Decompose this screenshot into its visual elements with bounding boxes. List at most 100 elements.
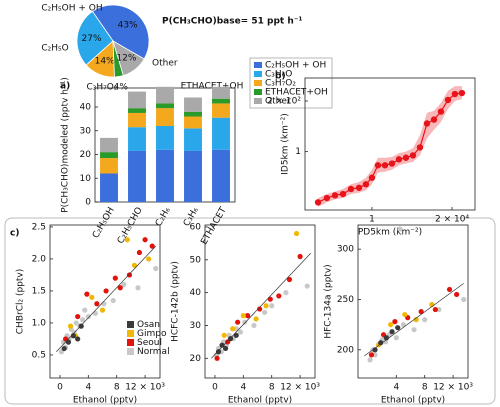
x-axis-label: PD5km (km⁻²)	[358, 228, 422, 238]
scatter-point	[235, 319, 241, 325]
plot-frame	[204, 224, 316, 379]
scatter-point	[242, 319, 248, 325]
scatter-point	[454, 291, 460, 298]
bar-segment	[184, 128, 202, 151]
slice-label: 14%	[95, 56, 115, 66]
x-tick-label: 4	[240, 383, 246, 393]
y-tick-label: 1.0	[32, 318, 47, 328]
x-tick-label: ETHACET	[199, 205, 229, 246]
plot-frame	[357, 224, 469, 379]
scatter-point	[80, 317, 86, 323]
legend-swatch	[127, 330, 134, 337]
bar-segment	[100, 158, 118, 174]
legend-swatch	[127, 339, 134, 346]
legend-swatch	[254, 80, 262, 86]
uncertainty-band	[318, 86, 462, 207]
plot-frame	[49, 224, 161, 379]
scatter-point	[269, 303, 275, 309]
bar-segment	[156, 126, 174, 150]
scatter-point	[78, 323, 84, 329]
scatter-point	[418, 308, 424, 315]
scatter-point	[84, 291, 90, 297]
scatter-point	[221, 332, 227, 338]
scatter-point	[461, 296, 467, 303]
scatter-point	[135, 285, 141, 291]
y-tick-label: 2.0	[32, 254, 47, 264]
scatter-point	[389, 329, 395, 335]
scatter-point	[103, 288, 109, 294]
scatter-point	[82, 307, 88, 313]
scatter-point	[153, 265, 159, 272]
data-point	[409, 152, 417, 159]
pie-annotation: C₃H₇O₂	[87, 83, 118, 93]
scatter-point	[422, 317, 428, 323]
data-point	[423, 120, 431, 127]
y-tick-label: 20	[190, 354, 202, 364]
scatter-point	[293, 230, 300, 237]
fit-line	[211, 252, 311, 359]
scatter-point	[237, 329, 244, 335]
x-axis-label: Ethanol (pptv)	[381, 396, 445, 406]
data-point	[430, 116, 438, 123]
scatter-point	[70, 333, 77, 339]
x-tick-label: 2 × 10⁴	[435, 215, 469, 225]
data-point	[355, 184, 363, 191]
x-tick-label: 4	[393, 383, 399, 393]
scatter-point	[124, 237, 130, 243]
data-point	[395, 156, 403, 163]
scatter-point	[392, 319, 398, 325]
x-tick-label: 1	[369, 215, 375, 225]
legend-label: Osan	[137, 320, 160, 330]
scatter-point	[142, 237, 148, 243]
data-point	[331, 192, 339, 199]
y-tick-label: 2 × 10²	[267, 97, 301, 107]
y-tick-label: 1	[295, 147, 301, 157]
scatter-point	[297, 253, 303, 260]
scatter-point	[67, 323, 74, 329]
scatter-point	[240, 313, 246, 319]
scatter-point	[94, 301, 100, 307]
legend-swatch	[254, 89, 262, 95]
pie-annotation: Other	[152, 59, 178, 69]
pie-slice	[76, 10, 114, 66]
y-axis-label: ID5km (km⁻²)	[281, 113, 291, 175]
y-tick-label: 1.5	[32, 286, 46, 296]
y-tick-label: 60	[190, 222, 202, 232]
x-axis-label: Ethanol (pptv)	[73, 396, 137, 406]
y-tick-label: 250	[337, 295, 354, 305]
y-tick-label: 200	[337, 345, 354, 355]
scatter-point	[146, 256, 152, 262]
legend-label: C₂H₅OH + OH	[265, 61, 326, 71]
x-tick-label: 12 × 10³	[125, 383, 165, 393]
y-tick-label: 0	[85, 198, 91, 208]
scatter-point	[65, 339, 72, 345]
legend-swatch	[254, 62, 262, 68]
bar-segment	[156, 103, 174, 109]
x-tick-label: 8	[422, 383, 428, 393]
bar-segment	[184, 116, 202, 129]
y-tick-label: 10	[80, 174, 92, 184]
legend-label: Gimpo	[137, 329, 167, 339]
legend-box	[249, 57, 333, 109]
x-tick-label: 12 × 10³	[433, 383, 473, 393]
scatter-point	[368, 352, 375, 358]
pie-annotation: ETHACET+OH	[181, 82, 244, 92]
bar-segment	[128, 108, 146, 113]
scatter-point	[92, 310, 99, 316]
y-tick-label: 0.5	[32, 350, 46, 360]
scatter-point	[367, 357, 373, 363]
scatter-point	[222, 345, 229, 352]
scatter-point	[214, 355, 220, 361]
data-point	[416, 144, 424, 151]
scatter-point	[276, 293, 282, 299]
scatter-point	[126, 272, 133, 278]
y-tick-label: 30	[190, 321, 202, 331]
scatter-point	[411, 327, 417, 333]
bar-segment	[184, 111, 202, 117]
scatter-point	[61, 345, 67, 352]
y-axis-label: HFC-134a (pptv)	[324, 264, 334, 338]
pie-annotation: C₂H₅O	[41, 44, 68, 54]
pie-slice	[112, 40, 145, 76]
scatter-point	[402, 311, 408, 318]
